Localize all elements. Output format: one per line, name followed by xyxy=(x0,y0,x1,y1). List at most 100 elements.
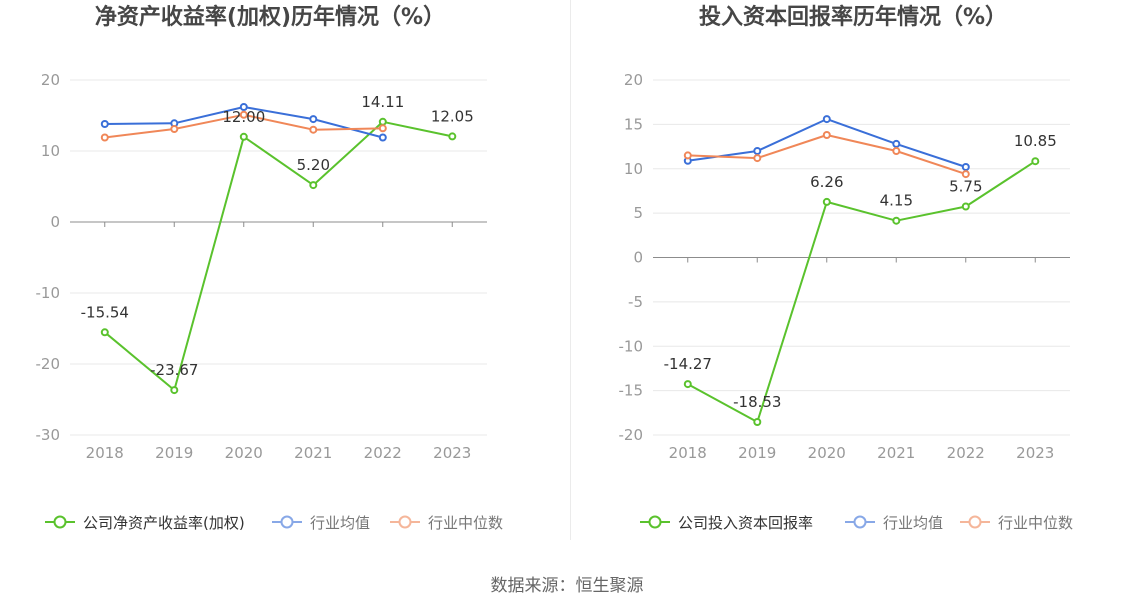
y-tick-label: 20 xyxy=(41,71,60,89)
data-point-company xyxy=(448,132,457,141)
data-point-industry-median xyxy=(170,125,179,133)
data-point-company xyxy=(683,380,692,389)
y-tick-label: -10 xyxy=(36,284,61,302)
chart-title: 投入资本回报率历年情况（%） xyxy=(698,5,1008,30)
y-tick-label: -20 xyxy=(36,355,61,373)
data-point-industry-median xyxy=(683,151,692,160)
data-point-industry-average xyxy=(100,120,109,128)
data-label: -14.27 xyxy=(664,355,712,373)
data-point-company xyxy=(239,132,248,141)
y-tick-label: 10 xyxy=(41,142,60,160)
data-point-industry-average xyxy=(961,163,970,171)
legend-icon-circle xyxy=(853,515,867,529)
x-tick-label: 2019 xyxy=(155,444,193,462)
x-tick-label: 2023 xyxy=(1016,444,1054,462)
chart-divider xyxy=(570,0,571,540)
data-label: 14.11 xyxy=(361,93,404,111)
y-tick-label: -15 xyxy=(619,382,644,400)
legend-line-marker-icon xyxy=(640,515,670,529)
chart-title: 净资产收益率(加权)历年情况（%） xyxy=(94,5,446,30)
legend-line-marker-icon xyxy=(45,515,75,529)
y-tick-label: 15 xyxy=(624,115,643,133)
x-tick-label: 2023 xyxy=(433,444,471,462)
legend-icon-circle xyxy=(280,515,294,529)
data-label: 5.20 xyxy=(297,156,330,174)
data-point-company xyxy=(170,386,179,395)
data-point-industry-median xyxy=(100,133,109,142)
series-line-company xyxy=(104,120,453,392)
y-tick-label: 10 xyxy=(624,160,643,178)
legend-label: 行业中位数 xyxy=(998,513,1074,532)
y-tick-label: 20 xyxy=(624,71,643,89)
data-source-note: 数据来源：恒生聚源 xyxy=(490,576,644,596)
data-label: 5.75 xyxy=(949,178,982,196)
legend-label: 行业中位数 xyxy=(428,513,504,532)
y-tick-label: -30 xyxy=(36,426,61,444)
x-tick-label: 2022 xyxy=(947,444,985,462)
series-line-company xyxy=(687,160,1036,423)
legend-item-industry-median[interactable]: 行业中位数 xyxy=(960,512,1073,532)
data-point-industry-median xyxy=(892,147,901,155)
legend-item-industry-average[interactable]: 行业均值 xyxy=(272,512,370,532)
roe-chart-panel: 净资产收益率(加权)历年情况（%） 20 10 0 -10 -20 -30 2018 2019… xyxy=(0,0,570,560)
x-tick-label: 2021 xyxy=(877,444,915,462)
legend-item-company[interactable]: 公司投入资本回报率 xyxy=(640,512,813,532)
y-tick-label: 5 xyxy=(633,204,643,222)
data-point-industry-average xyxy=(378,133,387,142)
legend-icon-circle xyxy=(648,515,662,529)
x-tick-label: 2019 xyxy=(738,444,776,462)
data-label: 12.05 xyxy=(431,107,474,125)
data-point-industry-average xyxy=(892,139,901,148)
gridlines xyxy=(70,79,487,436)
data-label: 12.00 xyxy=(222,108,265,126)
legend-item-industry-median[interactable]: 行业中位数 xyxy=(390,512,503,532)
data-label: -15.54 xyxy=(81,303,129,321)
roe-line-chart: 20 10 0 -10 -20 -30 2018 2019 2020 2021 2022 2023 -1… xyxy=(36,71,487,462)
data-point-company xyxy=(961,202,970,211)
legend-item-company[interactable]: 公司净资产收益率(加权) xyxy=(45,512,245,532)
data-point-industry-average xyxy=(309,115,318,124)
data-point-industry-median xyxy=(309,125,318,134)
legend-label: 行业均值 xyxy=(310,513,371,532)
x-tick-label: 2018 xyxy=(86,444,124,462)
y-tick-label: 0 xyxy=(50,213,60,231)
data-label: 6.26 xyxy=(810,173,843,191)
y-tick-label: 0 xyxy=(633,249,643,267)
legend-line-marker-icon xyxy=(390,515,420,529)
data-point-industry-median xyxy=(753,154,762,163)
legend-line-marker-icon xyxy=(960,515,990,529)
data-point-industry-average xyxy=(239,103,248,111)
x-tick-label: 2020 xyxy=(808,444,846,462)
roic-chart-panel: 投入资本回报率历年情况（%） 20 15 10 5 0 -5 -10 -15 -20 2018 20… xyxy=(583,0,1134,560)
legend-icon-circle xyxy=(398,515,412,529)
legend-item-industry-average[interactable]: 行业均值 xyxy=(845,512,943,532)
data-point-industry-median xyxy=(378,124,387,133)
legend-label: 公司投入资本回报率 xyxy=(678,513,814,532)
data-label: 10.85 xyxy=(1014,132,1057,150)
gridlines xyxy=(653,79,1070,436)
data-label: -18.53 xyxy=(733,393,781,411)
roic-line-chart: 20 15 10 5 0 -5 -10 -15 -20 2018 2019 2020 2021 2022 2… xyxy=(619,71,1070,462)
data-point-industry-median xyxy=(822,131,831,139)
data-point-industry-average xyxy=(753,147,762,155)
data-point-company xyxy=(1031,157,1040,166)
data-point-company xyxy=(822,197,831,206)
y-tick-label: -20 xyxy=(619,426,644,444)
legend-icon-circle xyxy=(53,515,67,529)
x-tick-label: 2022 xyxy=(364,444,402,462)
data-point-company xyxy=(378,117,387,126)
data-point-industry-average xyxy=(822,115,831,124)
y-tick-label: -5 xyxy=(628,293,643,311)
data-point-industry-median xyxy=(239,110,248,119)
legend-line-marker-icon xyxy=(845,515,875,529)
x-tick-label: 2018 xyxy=(669,444,707,462)
y-tick-label: -10 xyxy=(619,337,644,355)
legend-line-marker-icon xyxy=(272,515,302,529)
legend-label: 行业均值 xyxy=(883,513,944,532)
legend-icon-circle xyxy=(968,515,982,529)
data-point-company xyxy=(753,418,762,426)
data-label: -23.67 xyxy=(150,361,198,379)
data-point-industry-median xyxy=(961,170,970,179)
data-point-company xyxy=(309,181,318,190)
